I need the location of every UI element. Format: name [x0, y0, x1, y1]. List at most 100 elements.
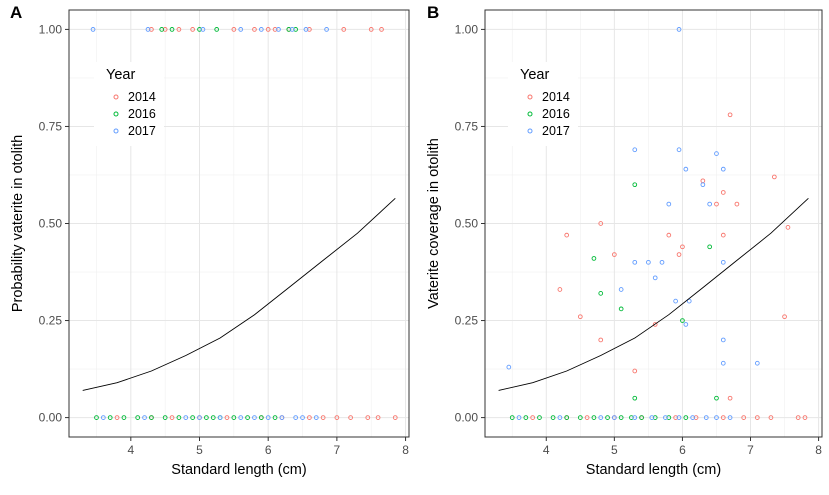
data-point-2016: [204, 415, 209, 420]
data-point-2014: [307, 415, 312, 420]
data-point-2014: [379, 27, 384, 32]
data-point-2017: [676, 27, 682, 32]
data-point-2017: [252, 415, 257, 420]
data-point-2016: [632, 395, 638, 401]
data-point-2017: [632, 259, 638, 265]
data-point-2017: [707, 201, 713, 207]
data-point-2017: [217, 415, 223, 420]
data-point-2016: [618, 415, 624, 420]
data-point-2017: [683, 166, 689, 172]
legend-key-2016: [527, 111, 533, 117]
data-point-2014: [320, 415, 326, 420]
y-tick-label: 0.75: [455, 119, 479, 133]
legend-label: 2016: [128, 107, 156, 121]
y-tick-label: 0.25: [455, 314, 479, 328]
data-point-2017: [666, 201, 672, 207]
data-point-2016: [231, 415, 237, 420]
plot-border: [484, 9, 823, 438]
data-point-2014: [348, 415, 353, 420]
data-point-2017: [686, 298, 692, 304]
data-point-2017: [200, 27, 206, 32]
data-point-2014: [802, 415, 808, 420]
legend-label: 2016: [542, 107, 570, 121]
data-point-2016: [550, 415, 556, 420]
data-point-2014: [727, 112, 733, 118]
data-point-2017: [720, 337, 726, 343]
data-point-2017: [557, 415, 563, 420]
data-point-2014: [557, 287, 563, 292]
fitted-curve: [82, 197, 396, 391]
data-point-2017: [700, 182, 706, 188]
data-point-2016: [591, 256, 597, 261]
data-point-2016: [564, 415, 570, 420]
data-point-2017: [100, 415, 106, 420]
data-point-2016: [639, 415, 644, 420]
data-point-2014: [224, 415, 230, 420]
data-point-2014: [231, 27, 237, 32]
data-point-2016: [707, 244, 713, 250]
legend-key-2017: [527, 128, 533, 134]
legend-title: Year: [106, 67, 135, 83]
y-tick-label: 1.00: [39, 22, 63, 36]
data-point-2017: [690, 415, 695, 420]
data-point-2017: [238, 27, 244, 32]
data-point-2014: [375, 415, 381, 420]
data-point-2017: [720, 360, 726, 366]
data-point-2016: [714, 395, 719, 401]
data-point-2017: [293, 415, 299, 420]
data-point-2017: [598, 415, 604, 420]
data-point-2016: [214, 27, 220, 32]
x-tick-label: 5: [196, 443, 203, 457]
x-axis-title: Standard length (cm): [586, 462, 721, 478]
data-point-2016: [618, 306, 624, 312]
plot-border: [68, 9, 410, 438]
data-point-2014: [727, 395, 733, 401]
data-point-2014: [334, 415, 340, 420]
data-point-2014: [584, 415, 590, 420]
legend-label: 2017: [542, 124, 570, 138]
data-point-2014: [720, 232, 726, 238]
y-axis-title: Vaterite coverage in otolith: [426, 138, 442, 309]
data-point-2017: [303, 27, 309, 32]
legend: Year 2014 2016 2017: [508, 62, 578, 146]
data-point-2016: [523, 415, 529, 420]
data-point-2014: [341, 27, 347, 32]
data-point-2016: [509, 415, 515, 420]
x-axis-title: Standard length (cm): [171, 462, 306, 478]
data-point-2014: [714, 201, 719, 207]
data-point-2014: [771, 174, 777, 180]
data-point-2016: [210, 415, 216, 420]
x-tick-label: 6: [265, 443, 272, 457]
data-point-2014: [252, 27, 257, 32]
data-point-2017: [673, 298, 678, 304]
y-tick-label: 0.50: [39, 217, 63, 231]
data-point-2017: [646, 259, 651, 265]
legend-box: [94, 62, 164, 146]
y-tick-label: 0.00: [39, 411, 63, 425]
data-point-2016: [190, 415, 195, 420]
data-point-2016: [94, 415, 99, 420]
data-point-2014: [392, 415, 398, 420]
legend-label: 2014: [128, 90, 156, 104]
data-point-2017: [506, 364, 512, 370]
panel-b: 4 5 6 7 8 0.00 0.25 0.50 0.75 1.00 Year 2014 2016 201…: [426, 3, 823, 478]
data-point-2014: [577, 314, 583, 320]
x-tick-label: 7: [747, 443, 754, 457]
data-point-2014: [114, 415, 120, 420]
data-point-2014: [768, 415, 774, 420]
data-point-2017: [324, 27, 329, 32]
data-point-2017: [183, 415, 189, 420]
data-point-2014: [785, 225, 791, 230]
fitted-curve: [498, 197, 809, 391]
legend-key-2016: [113, 111, 119, 117]
data-point-2016: [537, 415, 542, 420]
data-point-2014: [265, 27, 271, 32]
data-point-2017: [142, 415, 147, 420]
legend-title: Year: [520, 67, 549, 83]
data-point-2016: [121, 415, 127, 420]
data-point-2016: [605, 415, 610, 420]
data-point-2014: [720, 415, 726, 420]
data-point-2017: [703, 415, 709, 420]
panel-a: 4 5 6 7 8 0.00 0.25 0.50 0.75 1.00 Year 2014 2016 201…: [10, 3, 410, 478]
